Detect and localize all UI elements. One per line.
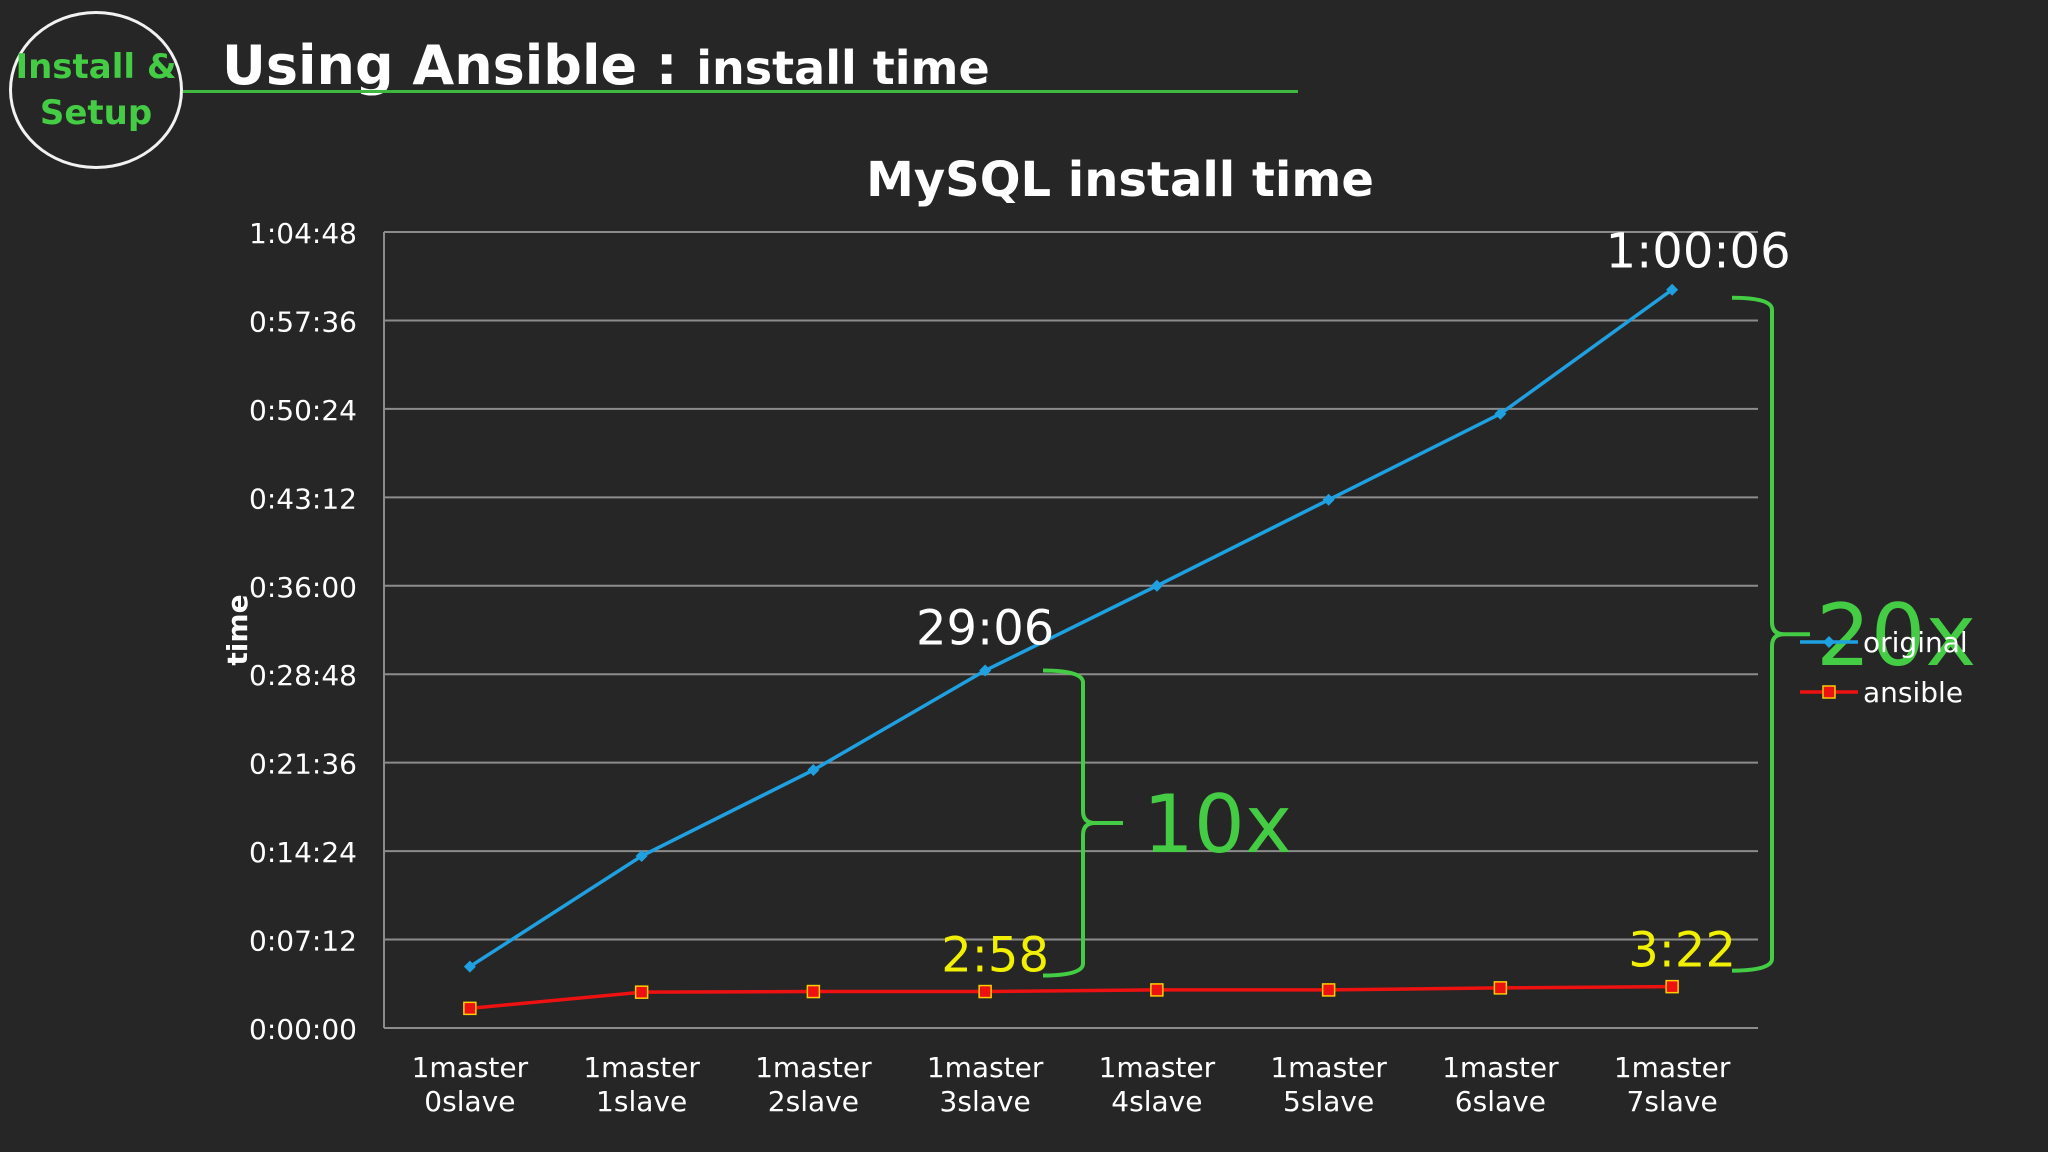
data-point-original (1666, 283, 1679, 296)
data-point-original (1150, 579, 1163, 592)
y-tick-label: 0:21:36 (249, 748, 357, 781)
series-line-ansible (469, 984, 1673, 1011)
x-tick-label: 1master 7slave (1614, 1051, 1731, 1118)
series-line-original (468, 288, 1674, 969)
data-point-ansible (1493, 981, 1508, 995)
value-label: 1:00:06 (1606, 224, 1791, 280)
ratio-brackets (1042, 295, 1810, 978)
slide-title: Using Ansible : install time (222, 34, 990, 97)
value-label: 2:58 (941, 928, 1049, 984)
section-badge: Install & Setup (9, 11, 183, 169)
grid-lines (383, 231, 1758, 1029)
annotations: 29:06 1:00:06 2:58 3:22 10x 20x (916, 224, 1976, 984)
legend-label: ansible (1863, 676, 1963, 709)
x-tick-label: 1master 5slave (1270, 1051, 1387, 1118)
legend-item-ansible: ansible (1800, 676, 1963, 709)
y-tick-label: 0:43:12 (249, 482, 357, 515)
y-tick-label: 0:50:24 (249, 394, 357, 427)
y-axis-label: time (221, 594, 254, 665)
y-tick-label: 0:07:12 (249, 925, 357, 958)
legend-label: original (1863, 626, 1968, 659)
badge-line-2: Setup (39, 93, 153, 133)
title-underline (183, 90, 1298, 93)
x-tick-label: 1master 3slave (927, 1051, 1044, 1118)
data-point-ansible (978, 984, 992, 999)
x-tick-label: 1master 6slave (1442, 1051, 1559, 1118)
data-point-original (807, 764, 820, 777)
ratio-label: 20x (1816, 586, 1976, 686)
ratio-bracket (1731, 295, 1810, 973)
data-point-original (979, 664, 992, 677)
y-tick-label: 0:57:36 (249, 305, 357, 338)
chart-title: MySQL install time (866, 152, 1374, 208)
badge-line-1: Install & (15, 47, 177, 87)
data-point-original (1494, 407, 1507, 420)
series-layer (463, 283, 1679, 1016)
legend-marker (1823, 636, 1835, 648)
slide-title-main: Using Ansible (222, 34, 638, 97)
ratio-bracket (1042, 668, 1123, 978)
y-tick-label: 1:04:48 (249, 217, 357, 250)
value-label: 29:06 (916, 601, 1054, 657)
series-ansible (463, 979, 1679, 1016)
y-tick-label: 0:28:48 (249, 659, 357, 692)
legend-item-original: original (1800, 626, 1968, 659)
legend: original ansible (1800, 626, 1968, 709)
x-tick-label: 1master 4slave (1099, 1051, 1216, 1118)
y-tick-label: 0:14:24 (249, 836, 357, 869)
y-tick-label: 0:36:00 (249, 571, 357, 604)
data-point-original (463, 960, 476, 973)
x-tick-label: 1master 2slave (755, 1051, 872, 1118)
data-point-ansible (634, 985, 649, 999)
data-point-ansible (463, 1001, 477, 1016)
data-point-ansible (1321, 983, 1336, 997)
data-point-ansible (1150, 983, 1164, 997)
data-point-ansible (806, 984, 821, 999)
y-tick-label: 0:00:00 (249, 1013, 357, 1046)
x-tick-label: 1master 0slave (412, 1051, 529, 1118)
ratio-label: 10x (1143, 778, 1292, 871)
value-label: 3:22 (1628, 923, 1736, 979)
slide-title-separator: : (637, 34, 697, 97)
legend-marker (1822, 685, 1836, 699)
data-point-original (635, 850, 648, 863)
slide-title-sub: install time (696, 41, 990, 95)
x-tick-labels: 1master 0slave 1master 1slave 1master 2slave 1… (412, 1051, 1731, 1118)
data-point-ansible (1665, 979, 1679, 994)
x-tick-label: 1master 1slave (583, 1051, 700, 1118)
series-original (463, 283, 1679, 973)
y-tick-labels: 0:00:00 0:07:12 0:14:24 0:21:36 0:28:48 0:36:… (249, 217, 357, 1046)
data-point-original (1322, 493, 1335, 506)
